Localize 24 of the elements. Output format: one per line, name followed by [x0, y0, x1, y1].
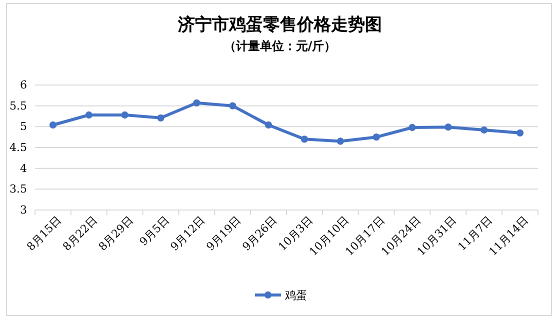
point	[121, 111, 128, 119]
y-tick-label: 4.5	[10, 141, 27, 154]
point	[229, 102, 236, 110]
point	[157, 114, 164, 122]
chart-subtitle: （计量单位：元/斤）	[224, 39, 336, 53]
point	[480, 126, 488, 134]
point	[336, 138, 344, 145]
point	[300, 136, 308, 143]
legend-label: 鸡蛋	[284, 289, 307, 302]
point	[516, 129, 524, 136]
y-tick-label: 3	[20, 204, 27, 217]
point	[444, 124, 452, 131]
point	[408, 124, 416, 132]
point	[85, 111, 92, 119]
y-tick-label: 5.5	[10, 99, 27, 112]
chart-title: 济宁市鸡蛋零售价格走势图	[177, 15, 382, 35]
point	[264, 121, 272, 129]
y-tick-label: 5	[20, 120, 27, 134]
point	[193, 99, 200, 106]
y-tick-label: 4	[20, 162, 27, 175]
point	[372, 134, 380, 141]
y-tick-label: 6	[20, 78, 27, 92]
y-tick-label: 3.5	[10, 182, 27, 196]
point	[49, 121, 57, 129]
